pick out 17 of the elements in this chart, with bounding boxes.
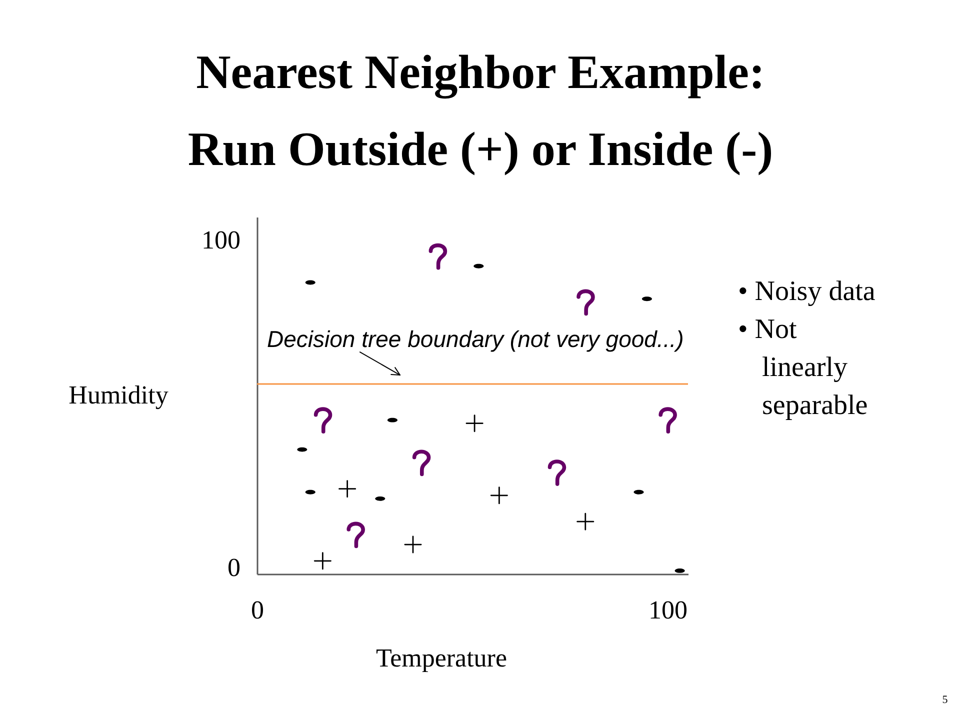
point [576, 512, 594, 530]
point [490, 486, 508, 504]
point [548, 460, 566, 486]
text: • Noisy data [738, 276, 876, 307]
point [428, 243, 448, 270]
point [314, 552, 332, 570]
text: • Not linearly separable [738, 314, 868, 421]
y-axis-title: Humidity [68, 380, 168, 410]
point [338, 480, 356, 498]
x-axis-title: Temperature [376, 644, 507, 672]
point [404, 536, 422, 554]
point [412, 450, 431, 476]
point [466, 414, 484, 432]
point [314, 407, 332, 434]
text: 5 [942, 694, 948, 706]
ref-line-label: Decision tree boundary (not very good...) [267, 326, 684, 352]
chart-title: Nearest Neighbor Example: Run Outside (+) or Inside (-) [188, 46, 774, 176]
